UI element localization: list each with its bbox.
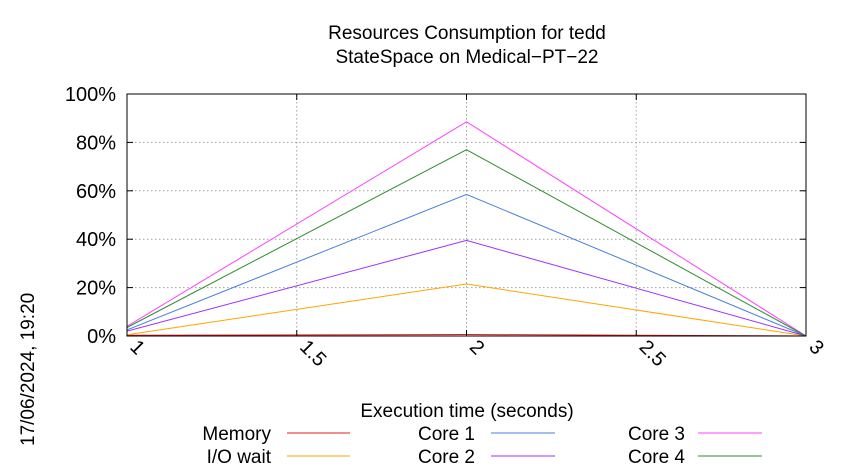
legend-label: Core 3 xyxy=(628,424,685,445)
x-tick-label: 1.5 xyxy=(295,336,330,371)
y-tick-label: 60% xyxy=(76,181,116,203)
x-tick-label: 2.5 xyxy=(635,336,670,371)
series-line-i-o-wait xyxy=(126,283,807,337)
y-axis-ticks: 0% 20% 40% 60% 80% 100% xyxy=(65,84,806,348)
x-axis-label: Execution time (seconds) xyxy=(360,401,573,422)
legend-item-core-2: Core 2 xyxy=(418,447,555,468)
chart-subtitle: StateSpace on Medical−PT−22 xyxy=(335,47,598,68)
legend-item-core-4: Core 4 xyxy=(628,447,762,468)
y-tick-label: 40% xyxy=(76,229,116,251)
x-tick-label: 1 xyxy=(125,336,148,359)
series-lines xyxy=(126,121,807,337)
legend-label: Core 4 xyxy=(628,447,685,468)
x-tick-label: 3 xyxy=(804,336,827,359)
legend-item-core-1: Core 1 xyxy=(418,424,555,445)
legend-item-i-o-wait: I/O wait xyxy=(207,447,350,468)
y-tick-label: 100% xyxy=(65,84,116,106)
legend-item-core-3: Core 3 xyxy=(628,424,762,445)
series-line-core-4 xyxy=(126,149,807,337)
legend-item-memory: Memory xyxy=(202,424,350,445)
series-line-core-1 xyxy=(126,193,807,337)
legend-label: I/O wait xyxy=(207,447,272,468)
legend-label: Core 1 xyxy=(418,424,475,445)
y-tick-label: 80% xyxy=(76,132,116,154)
series-line-core-2 xyxy=(126,239,807,337)
legend-label: Memory xyxy=(202,424,271,445)
series-line-core-3 xyxy=(126,121,807,337)
x-tick-label: 2 xyxy=(465,336,488,359)
y-tick-label: 20% xyxy=(76,278,116,300)
legend-label: Core 2 xyxy=(418,447,475,468)
x-axis-ticks: 1 1.5 2 2.5 3 xyxy=(125,94,828,371)
grid xyxy=(127,93,806,336)
chart-title: Resources Consumption for tedd xyxy=(328,23,606,44)
y-tick-label: 0% xyxy=(87,326,116,348)
timestamp: 17/06/2024, 19:20 xyxy=(18,293,39,446)
